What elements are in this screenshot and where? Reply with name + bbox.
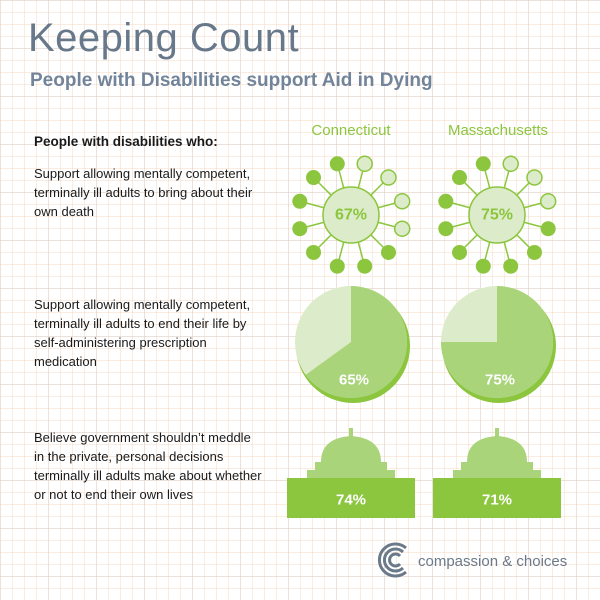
dot-empty [393, 220, 411, 237]
dot-filled [306, 170, 322, 186]
dot-filled [292, 221, 308, 237]
dot-filled [380, 244, 396, 260]
dot-filled [475, 258, 491, 274]
dot-empty [380, 169, 397, 186]
page-title: Keeping Count [28, 16, 300, 60]
capitol-base [433, 488, 561, 518]
concentric-arcs-icon [377, 542, 407, 578]
row-label-support-death: Support allowing mentally competent, ter… [34, 166, 253, 219]
capitol-dome [467, 436, 527, 462]
pie-value-label: 75% [485, 372, 515, 389]
dot-filled [438, 221, 454, 237]
column-header-connecticut: Connecticut [311, 122, 391, 139]
pie-slice-value [441, 286, 553, 398]
capitol-tier [453, 470, 541, 480]
dot-filled [475, 156, 491, 172]
capitol-base [287, 488, 415, 518]
dot-filled [452, 244, 468, 260]
capitol-step [433, 478, 561, 488]
dot-empty [393, 193, 411, 210]
dot-empty [539, 193, 557, 210]
dot-filled [438, 193, 454, 209]
capitol-value-label: 74% [336, 492, 366, 509]
intro-label: People with disabilities who: [34, 134, 218, 149]
pie-value-label: 65% [339, 372, 369, 389]
dot-filled [329, 258, 345, 274]
dot-filled [526, 244, 542, 260]
capitol-spire [495, 428, 499, 438]
capitol-spire [349, 428, 353, 438]
row-label-self-administer: Support allowing mentally competent, ter… [34, 297, 251, 369]
dot-center-circle [322, 186, 380, 244]
row-label-government: Believe government shouldn’t meddle in t… [34, 430, 262, 502]
dot-filled [357, 258, 373, 274]
capitol-dome [321, 436, 381, 462]
capitol-drum [461, 462, 533, 470]
dot-empty [526, 169, 543, 186]
dot-empty [502, 155, 519, 173]
dot-filled [503, 258, 519, 274]
capitol-tier [307, 470, 395, 480]
dot-filled [452, 170, 468, 186]
dot-center-circle [468, 186, 526, 244]
dot-value-label: 75% [481, 207, 513, 224]
page-subtitle: People with Disabilities support Aid in … [30, 70, 433, 91]
capitol-step [287, 478, 415, 488]
column-header-massachusetts: Massachusetts [447, 122, 549, 139]
dot-filled [540, 221, 556, 237]
pie-slice-value [305, 286, 407, 398]
logo-text: compassion & choices [418, 553, 568, 570]
dot-filled [292, 193, 308, 209]
dot-empty [356, 155, 373, 173]
dot-value-label: 67% [335, 207, 367, 224]
dot-filled [329, 156, 345, 172]
dot-filled [306, 244, 322, 260]
capitol-value-label: 71% [482, 492, 512, 509]
capitol-drum [315, 462, 387, 470]
